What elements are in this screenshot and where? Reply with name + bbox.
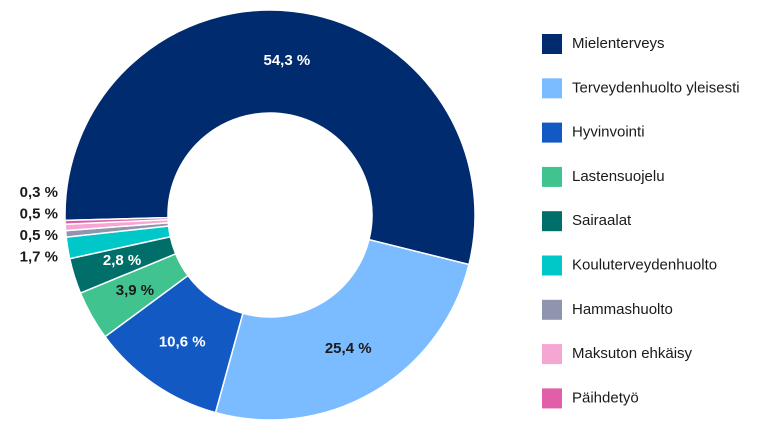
value-label: 3,9 % xyxy=(116,282,154,299)
legend-swatch xyxy=(542,344,562,365)
legend-label: Päihdetyö xyxy=(572,389,639,406)
value-label: 10,6 % xyxy=(159,334,206,351)
value-label: 25,4 % xyxy=(325,340,372,357)
value-label: 0,3 % xyxy=(20,184,58,201)
value-label: 0,5 % xyxy=(20,227,58,244)
legend-swatch xyxy=(542,122,562,143)
legend-swatch xyxy=(542,255,562,276)
legend-label: Terveydenhuolto yleisesti xyxy=(572,79,740,96)
donut-slice xyxy=(64,216,169,226)
legend-label: Maksuton ehkäisy xyxy=(572,345,693,362)
value-label: 1,7 % xyxy=(20,248,58,265)
legend-swatch xyxy=(542,166,562,187)
legend-label: Kouluterveydenhuolto xyxy=(572,256,717,273)
legend-swatch xyxy=(542,34,562,54)
legend-swatch xyxy=(542,299,562,320)
donut-slice xyxy=(64,9,476,266)
value-label: 2,8 % xyxy=(103,252,141,269)
legend-label: Sairaalat xyxy=(572,212,632,229)
legend-swatch xyxy=(542,78,562,99)
legend-swatch xyxy=(542,388,562,409)
legend-label: Hammashuolto xyxy=(572,301,673,318)
legend-label: Lastensuojelu xyxy=(572,168,665,185)
value-label: 0,5 % xyxy=(20,205,58,222)
legend-swatch xyxy=(542,211,562,232)
value-label: 54,3 % xyxy=(263,52,310,69)
donut-slice xyxy=(214,238,470,421)
legend-label: Mielenterveys xyxy=(572,35,665,52)
legend-label: Hyvinvointi xyxy=(572,124,645,141)
